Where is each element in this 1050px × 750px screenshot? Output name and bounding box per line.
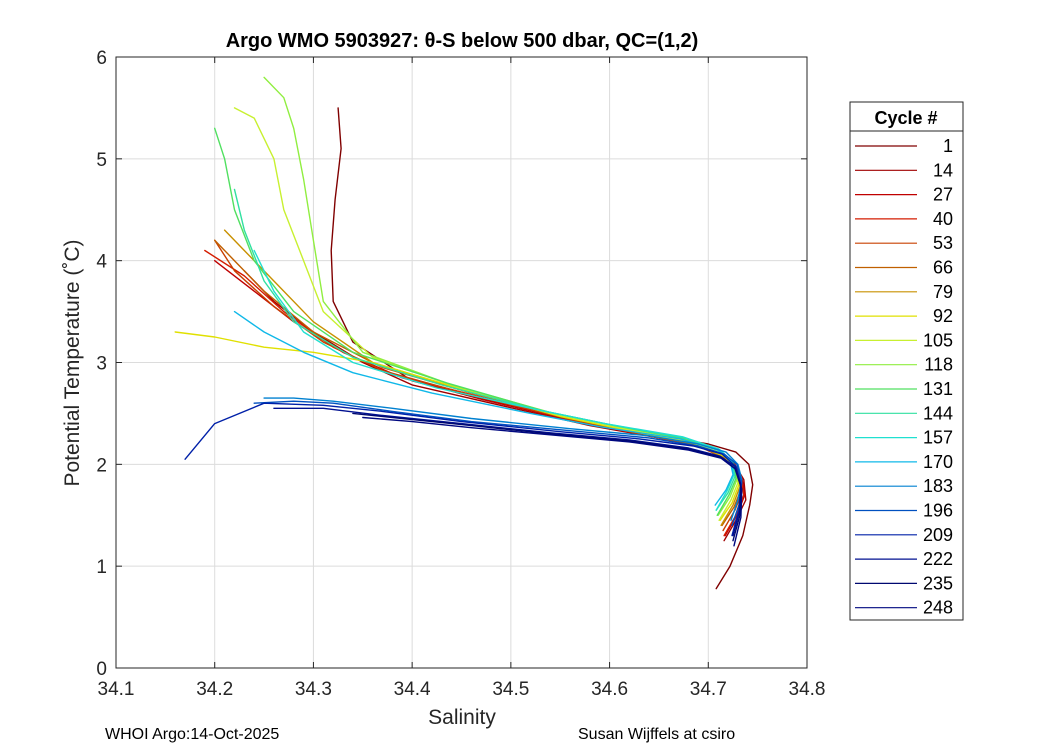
series-line-cycle-183 bbox=[263, 397, 743, 521]
x-tick-label: 34.2 bbox=[196, 679, 233, 700]
series-layer bbox=[174, 76, 754, 590]
legend-label-27: 27 bbox=[933, 185, 953, 205]
ticks: 34.1 34.2 34.3 34.4 34.5 34.6 34.7 34.8 0 1 2 3 4 5 6 bbox=[96, 48, 825, 700]
x-tick-label: 34.8 bbox=[789, 679, 826, 700]
x-tick-label: 34.7 bbox=[690, 679, 727, 700]
x-tick-label: 34.1 bbox=[98, 679, 135, 700]
legend-label-79: 79 bbox=[933, 282, 953, 302]
y-tick-label: 2 bbox=[96, 455, 107, 476]
legend-label-118: 118 bbox=[924, 355, 953, 375]
y-tick-label: 1 bbox=[96, 557, 107, 578]
legend-label-235: 235 bbox=[923, 573, 953, 593]
series-line-cycle-196 bbox=[253, 400, 743, 527]
legend: Cycle # 1 14 27 40 53 66 79 92 105 118 131 144 157 17… bbox=[849, 101, 964, 621]
legend-label-66: 66 bbox=[933, 258, 953, 278]
x-tick-label: 34.4 bbox=[394, 679, 431, 700]
x-tick-label: 34.3 bbox=[295, 679, 332, 700]
legend-label-14: 14 bbox=[933, 160, 953, 180]
x-tick-label: 34.6 bbox=[591, 679, 628, 700]
y-tick-label: 5 bbox=[96, 150, 107, 171]
legend-entries: 1 14 27 40 53 66 79 92 105 118 131 144 157 170 183 196 2… bbox=[855, 136, 953, 618]
footer-left: WHOI Argo:14-Oct-2025 bbox=[105, 726, 280, 743]
legend-label-92: 92 bbox=[933, 306, 953, 326]
legend-label-105: 105 bbox=[923, 330, 953, 350]
legend-title: Cycle # bbox=[874, 108, 937, 128]
x-axis-label: Salinity bbox=[428, 706, 496, 729]
y-axis-label: Potential Temperature (˚C) bbox=[61, 239, 84, 486]
legend-label-183: 183 bbox=[923, 476, 953, 496]
legend-label-196: 196 bbox=[923, 501, 953, 521]
chart-title: Argo WMO 5903927: θ-S below 500 dbar, QC… bbox=[226, 30, 699, 52]
legend-label-131: 131 bbox=[923, 379, 953, 399]
legend-label-157: 157 bbox=[923, 428, 953, 448]
y-tick-label: 3 bbox=[96, 354, 107, 375]
series-line-cycle-157 bbox=[253, 249, 735, 511]
series-line-cycle-248 bbox=[362, 416, 743, 547]
series-line-cycle-170 bbox=[233, 310, 734, 506]
legend-label-144: 144 bbox=[923, 403, 953, 423]
y-tick-label: 4 bbox=[96, 252, 107, 273]
legend-label-248: 248 bbox=[923, 598, 953, 618]
legend-label-40: 40 bbox=[933, 209, 953, 229]
y-tick-label: 6 bbox=[96, 48, 107, 69]
footer-right: Susan Wijffels at csiro bbox=[578, 726, 736, 743]
legend-label-53: 53 bbox=[933, 233, 953, 253]
legend-label-209: 209 bbox=[923, 525, 953, 545]
legend-label-222: 222 bbox=[923, 549, 953, 569]
x-tick-label: 34.5 bbox=[492, 679, 529, 700]
legend-label-1: 1 bbox=[943, 136, 953, 156]
legend-label-170: 170 bbox=[923, 452, 953, 472]
series-line-cycle-235 bbox=[352, 412, 742, 542]
y-tick-label: 0 bbox=[96, 659, 107, 680]
legend-box bbox=[849, 101, 964, 621]
